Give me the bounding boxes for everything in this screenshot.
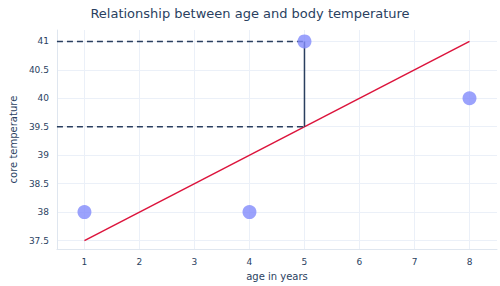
- svg-text:6: 6: [357, 257, 363, 267]
- svg-text:3: 3: [192, 257, 198, 267]
- svg-text:Relationship between age and b: Relationship between age and body temper…: [90, 6, 409, 21]
- svg-text:38.5: 38.5: [29, 179, 49, 189]
- svg-text:40.5: 40.5: [29, 65, 49, 75]
- svg-text:7: 7: [412, 257, 418, 267]
- svg-text:37.5: 37.5: [29, 236, 49, 246]
- svg-text:1: 1: [82, 257, 88, 267]
- svg-text:age in years: age in years: [246, 271, 308, 282]
- svg-text:39: 39: [37, 150, 49, 160]
- svg-text:39.5: 39.5: [29, 122, 49, 132]
- svg-text:core temperature: core temperature: [8, 96, 19, 184]
- svg-text:5: 5: [302, 257, 308, 267]
- svg-text:8: 8: [467, 257, 473, 267]
- svg-text:2: 2: [137, 257, 143, 267]
- svg-text:4: 4: [247, 257, 253, 267]
- svg-text:40: 40: [37, 93, 49, 103]
- svg-text:38: 38: [37, 207, 49, 217]
- svg-text:41: 41: [37, 36, 48, 46]
